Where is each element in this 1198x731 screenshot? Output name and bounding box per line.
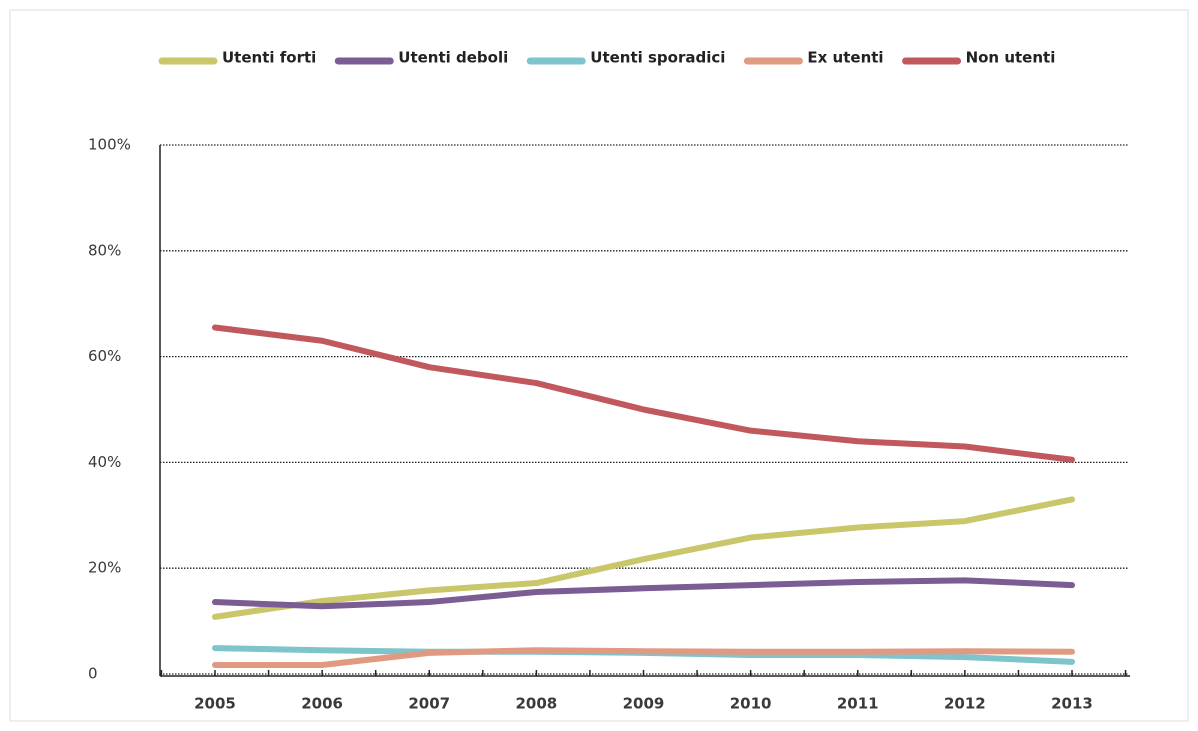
x-tick-label: 2009 <box>623 695 665 713</box>
y-tick-label: 0 <box>88 665 98 683</box>
frame <box>9 9 1189 722</box>
y-tick-label: 60% <box>88 347 121 365</box>
y-tick-label: 80% <box>88 241 121 259</box>
x-tick-label: 2007 <box>408 695 450 713</box>
legend-label: Utenti forti <box>222 49 316 67</box>
x-tick-label: 2011 <box>837 695 879 713</box>
y-tick-label: 40% <box>88 453 121 471</box>
y-tick-label: 20% <box>88 559 121 577</box>
x-tick-label: 2012 <box>944 695 986 713</box>
legend-label: Non utenti <box>966 49 1056 67</box>
x-tick-label: 2005 <box>194 695 236 713</box>
legend-label: Ex utenti <box>807 49 883 67</box>
x-tick-label: 2006 <box>301 695 343 713</box>
series-line <box>212 577 1075 610</box>
series-line <box>212 496 1075 620</box>
series-line <box>212 324 1075 463</box>
y-tick-label: 100% <box>88 136 131 154</box>
x-tick-label: 2010 <box>730 695 772 713</box>
legend-label: Utenti sporadici <box>590 49 725 67</box>
series-line <box>212 647 1075 669</box>
legend-label: Utenti deboli <box>398 49 508 67</box>
x-tick-label: 2008 <box>516 695 558 713</box>
x-tick-label: 2013 <box>1051 695 1093 713</box>
